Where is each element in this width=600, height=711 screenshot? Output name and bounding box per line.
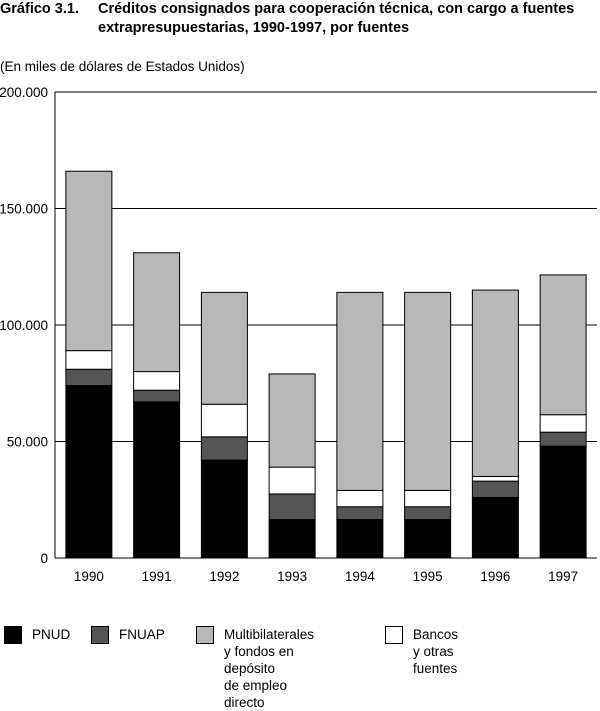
bar-bancos-1992 (200, 403, 248, 438)
bar-bancos-1990 (65, 350, 113, 370)
bar-pnud-1993 (268, 519, 316, 559)
x-tick-label-1992: 1992 (209, 569, 239, 584)
bar-bancos-1996 (471, 475, 519, 482)
stacked-bar-chart: 0 50.000 100.000 150.000 200.000 1990 1991 1992… (0, 85, 597, 584)
chart-title-number: Gráfico 3.1. (0, 1, 79, 17)
bar-fnuap-1992 (200, 436, 248, 461)
y-tick-label-1: 50.000 (7, 435, 48, 450)
bar-pnud-1994 (336, 519, 384, 559)
bar-multibilaterales-1991 (133, 252, 181, 373)
bar-fnuap-1991 (133, 389, 181, 403)
bar-bancos-1997 (539, 414, 587, 433)
fnuap-swatch-icon (91, 626, 109, 644)
legend-label-bancos: Bancos y otras fuentes (413, 627, 459, 676)
bar-multibilaterales-1993 (268, 373, 316, 468)
bar-pnud-1996 (471, 496, 519, 559)
bar-pnud-1995 (404, 519, 452, 559)
x-tick-label-1990: 1990 (74, 569, 104, 584)
legend-label-pnud: PNUD (32, 627, 71, 642)
multibilaterales-swatch-icon (196, 626, 214, 644)
bar-multibilaterales-1995 (404, 291, 452, 491)
bar-fnuap-1996 (471, 480, 519, 498)
x-tick-label-1996: 1996 (480, 569, 510, 584)
bar-bancos-1993 (268, 466, 316, 495)
y-tick-label-3: 150.000 (0, 202, 48, 217)
x-tick-label-1993: 1993 (277, 569, 307, 584)
legend-label-fnuap: FNUAP (119, 627, 165, 642)
x-tick-label-1994: 1994 (345, 569, 376, 584)
bar-fnuap-1990 (65, 368, 113, 387)
bar-fnuap-1993 (268, 493, 316, 521)
bar-multibilaterales-1994 (336, 291, 384, 491)
chart-subtitle: (En miles de dólares de Estados Unidos) (0, 59, 245, 74)
bar-multibilaterales-1992 (200, 291, 248, 405)
bar-pnud-1992 (200, 459, 248, 559)
bar-bancos-1994 (336, 489, 384, 508)
bar-pnud-1991 (133, 401, 181, 559)
bar-fnuap-1995 (404, 506, 452, 521)
bar-bancos-1995 (404, 489, 452, 508)
bar-multibilaterales-1996 (471, 289, 519, 477)
x-tick-label-1995: 1995 (413, 569, 443, 584)
x-tick-label-1991: 1991 (142, 569, 172, 584)
bar-pnud-1997 (539, 445, 587, 559)
x-tick-label-1997: 1997 (548, 569, 578, 584)
chart-title-text: Créditos consignados para cooperación té… (98, 1, 575, 36)
bar-multibilaterales-1990 (65, 170, 113, 352)
y-tick-label-2: 100.000 (0, 318, 48, 333)
y-tick-label-0: 0 (40, 551, 48, 566)
y-tick-label-4: 200.000 (0, 85, 48, 100)
bar-multibilaterales-1997 (539, 274, 587, 416)
bar-pnud-1990 (65, 385, 113, 559)
bar-bancos-1991 (133, 371, 181, 391)
bar-fnuap-1997 (539, 431, 587, 447)
bancos-swatch-icon (385, 626, 403, 644)
bar-fnuap-1994 (336, 506, 384, 521)
legend-label-multibilaterales: Multibilaterales y fondos en depósito de… (224, 627, 315, 710)
pnud-swatch-icon (4, 626, 22, 644)
